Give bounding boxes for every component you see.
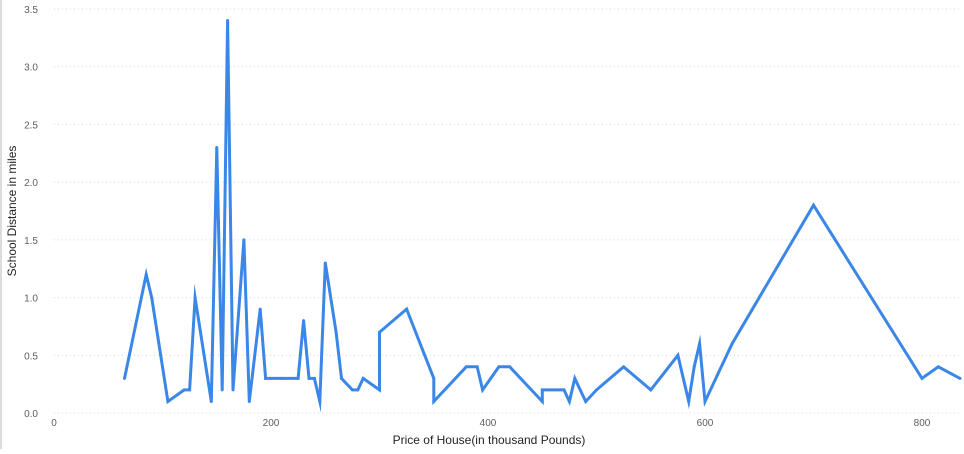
y-tick-label: 1.5 (24, 236, 38, 247)
data-point (703, 399, 707, 403)
x-tick-label: 600 (697, 418, 714, 429)
y-tick-label: 2.0 (24, 178, 38, 189)
data-point (405, 307, 409, 311)
data-point (687, 399, 691, 403)
data-point (562, 388, 566, 392)
data-point (312, 376, 316, 380)
data-point (958, 376, 962, 380)
x-axis-title: Price of House(in thousand Pounds) (393, 433, 586, 447)
data-point (340, 376, 344, 380)
data-point (302, 319, 306, 323)
data-point (497, 365, 501, 369)
x-tick-label: 200 (263, 418, 280, 429)
data-point (540, 388, 544, 392)
left-border (0, 0, 2, 449)
data-point (649, 388, 653, 392)
y-tick-label: 3.0 (24, 63, 38, 74)
x-axis-ticks: 0 200 400 600 800 (51, 418, 931, 429)
y-tick-label: 2.5 (24, 120, 38, 131)
data-point (182, 388, 186, 392)
data-point (464, 365, 468, 369)
x-tick-label: 800 (914, 418, 931, 429)
x-tick-label: 400 (480, 418, 497, 429)
data-point (361, 376, 365, 380)
series-layer (123, 19, 962, 413)
data-point (123, 376, 127, 380)
data-point (209, 399, 213, 403)
y-tick-label: 3.5 (24, 5, 38, 16)
data-point (264, 376, 268, 380)
data-point (350, 388, 354, 392)
data-point (269, 376, 273, 380)
data-point (247, 399, 251, 403)
data-point (296, 376, 300, 380)
data-point (215, 146, 219, 150)
data-point (258, 307, 262, 311)
data-point (242, 238, 246, 242)
data-point (622, 365, 626, 369)
data-point (356, 388, 360, 392)
y-axis-ticks: 0.0 0.5 1.0 1.5 2.0 2.5 3.0 3.5 (24, 5, 38, 420)
data-point (812, 203, 816, 207)
data-point (573, 376, 577, 380)
data-point (567, 399, 571, 403)
gridlines (54, 8, 960, 414)
data-point (578, 388, 582, 392)
data-point (323, 261, 327, 265)
data-point (231, 388, 235, 392)
data-point (692, 365, 696, 369)
data-point (595, 388, 599, 392)
y-axis-title: School Distance in miles (5, 146, 19, 277)
data-point (432, 399, 436, 403)
data-point (540, 399, 544, 403)
data-point (188, 388, 192, 392)
data-point (481, 388, 485, 392)
data-point (220, 388, 224, 392)
y-tick-label: 0.0 (24, 409, 38, 420)
data-point (193, 296, 197, 300)
data-point (508, 365, 512, 369)
data-point (150, 296, 154, 300)
data-point (307, 376, 311, 380)
data-point (144, 272, 148, 276)
series-line (123, 20, 961, 413)
data-point (936, 365, 940, 369)
x-tick-label: 0 (51, 418, 57, 429)
y-tick-label: 1.0 (24, 294, 38, 305)
y-tick-label: 0.5 (24, 351, 38, 362)
data-point (676, 353, 680, 357)
data-point (698, 342, 702, 346)
data-point (166, 399, 170, 403)
data-point (920, 376, 924, 380)
data-point (432, 376, 436, 380)
data-point (318, 399, 322, 403)
data-point (475, 365, 479, 369)
data-point (584, 399, 588, 403)
data-point (226, 19, 230, 23)
data-point (280, 376, 284, 380)
data-point (334, 330, 338, 334)
data-point (378, 388, 382, 392)
data-point (730, 342, 734, 346)
data-point (378, 330, 382, 334)
